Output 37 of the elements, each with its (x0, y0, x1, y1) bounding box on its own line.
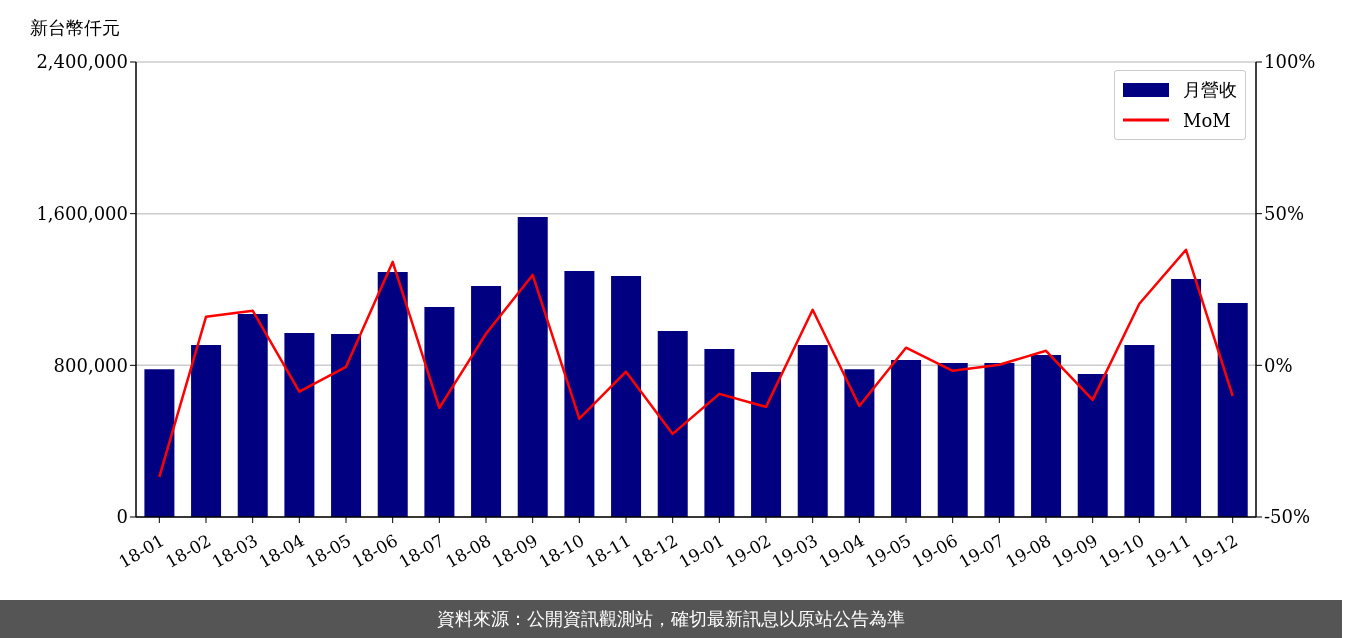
bar (1031, 354, 1062, 517)
bar (517, 216, 548, 517)
y-tick-label: 800,000 (53, 354, 128, 376)
bar (237, 313, 268, 517)
line-series (158, 248, 1234, 479)
bar (1171, 279, 1202, 517)
y2-tick-label: 0% (1264, 354, 1293, 376)
y-tick-label: 1,600,000 (36, 203, 128, 225)
bar (984, 363, 1015, 517)
bar (844, 369, 875, 517)
legend-label: MoM (1183, 109, 1231, 131)
bar (424, 306, 455, 517)
y-tick-label: 0 (116, 506, 128, 528)
bar (937, 363, 968, 517)
bar (331, 334, 362, 517)
bar (657, 331, 688, 517)
y2-tick-label: 50% (1264, 203, 1305, 225)
bar (797, 345, 828, 517)
bar (751, 371, 782, 517)
legend-label: 月營收 (1183, 78, 1237, 102)
bar (1217, 302, 1248, 517)
y-axis-title: 新台幣仟元 (30, 16, 120, 40)
bar (1077, 374, 1108, 517)
bar (191, 345, 222, 517)
bar (377, 272, 408, 517)
bar (471, 286, 502, 517)
source-note: 資料來源：公開資訊觀測站，確切最新訊息以原站公告為準 (0, 600, 1342, 638)
bar (284, 332, 315, 517)
bar (564, 270, 595, 517)
y-tick-label: 2,400,000 (36, 51, 128, 73)
bar (144, 369, 175, 517)
bar (1124, 345, 1155, 517)
bar (891, 360, 922, 517)
bar (704, 349, 735, 517)
bar (611, 276, 642, 517)
y2-tick-label: -50% (1264, 506, 1311, 528)
y2-tick-label: 100% (1264, 51, 1316, 73)
